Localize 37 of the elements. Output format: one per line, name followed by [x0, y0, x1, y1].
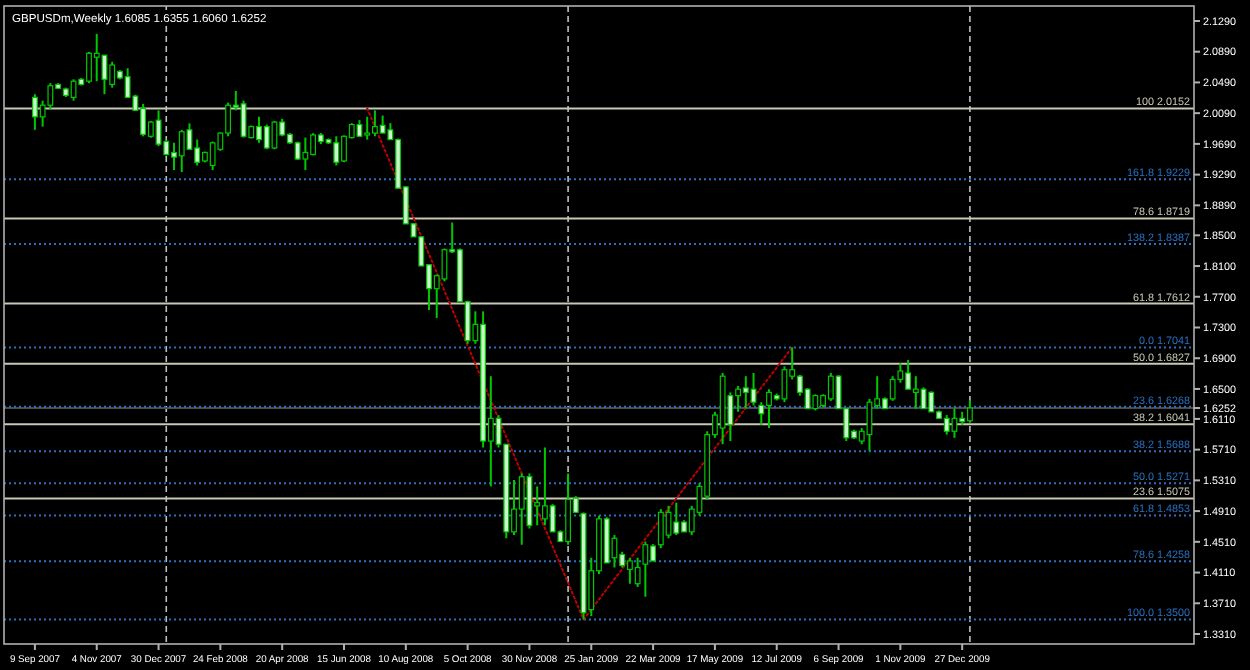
candlestick: [565, 472, 572, 546]
candlestick: [943, 414, 950, 436]
candlestick: [541, 446, 548, 527]
candlestick: [178, 128, 185, 174]
candlestick: [31, 93, 38, 131]
candlestick: [626, 556, 633, 585]
candlestick: [518, 472, 525, 546]
candlestick: [333, 135, 340, 167]
candlestick: [140, 102, 147, 138]
candlestick: [905, 358, 912, 391]
candlestick: [364, 115, 371, 141]
candlestick: [781, 365, 788, 404]
candlestick: [93, 32, 100, 83]
candlestick: [256, 115, 262, 144]
candlestick: [827, 371, 834, 402]
candlestick: [302, 136, 309, 172]
candlestick: [209, 140, 216, 172]
candlestick: [371, 109, 378, 138]
candlestick: [951, 407, 958, 439]
candlestick: [263, 123, 270, 151]
candlestick: [657, 508, 664, 550]
candlestick: [966, 399, 973, 424]
candlestick: [912, 375, 919, 410]
candlestick: [603, 516, 610, 564]
candlestick: [673, 501, 680, 537]
candlestick: [665, 504, 672, 540]
candlestick: [240, 99, 247, 139]
candlestick: [866, 397, 873, 452]
candlestick: [766, 388, 772, 430]
candlestick: [642, 540, 649, 598]
candlestick: [155, 109, 162, 148]
candlestick: [109, 60, 116, 89]
candlestick: [70, 78, 77, 102]
candlestick: [928, 390, 935, 413]
candlestick: [742, 375, 749, 410]
candlestick: [86, 51, 92, 85]
candlestick: [920, 386, 927, 410]
